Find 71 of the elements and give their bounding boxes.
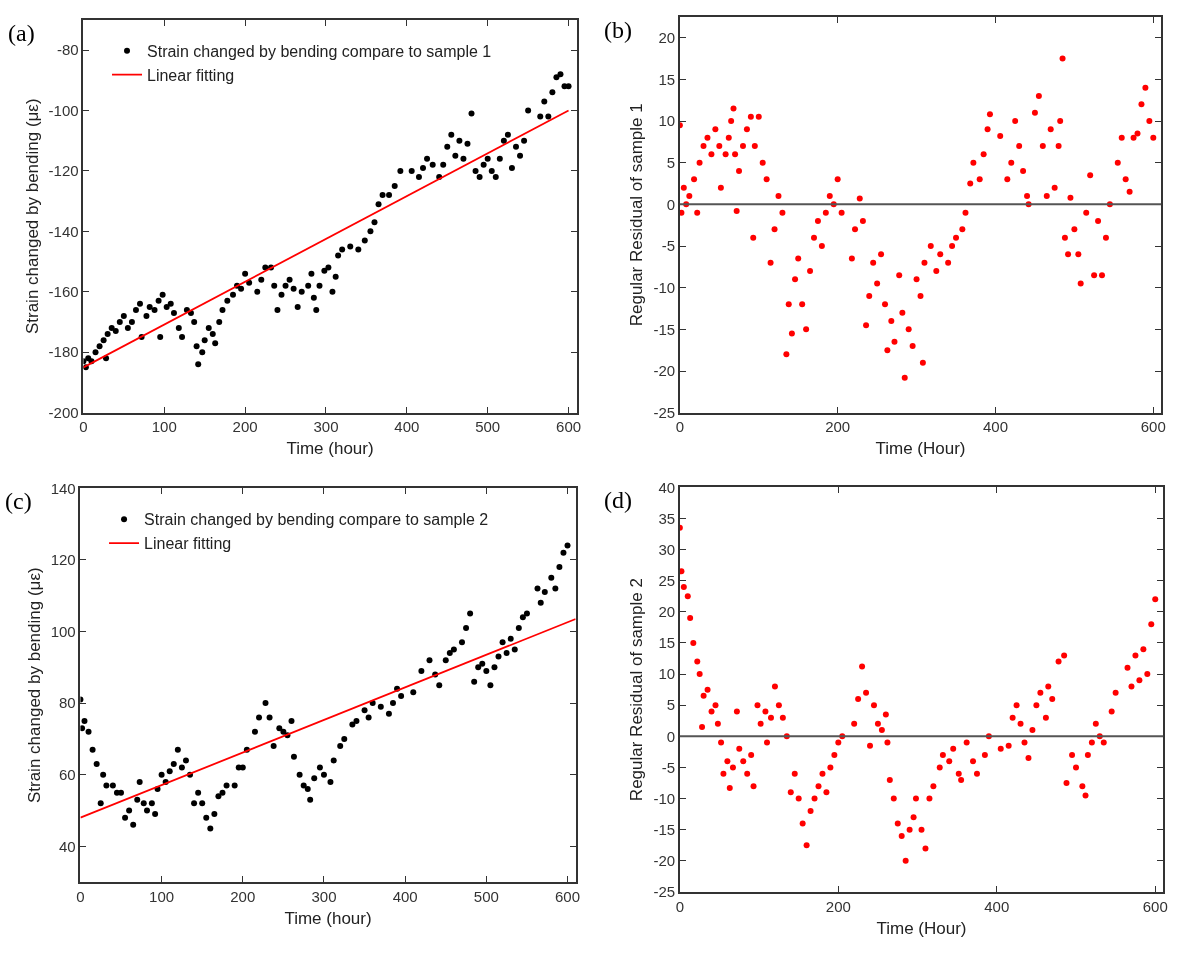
x-tick-label: 100 [151, 418, 177, 436]
y-tick-label: -20 [653, 852, 676, 870]
y-tick-label: 100 [50, 622, 76, 640]
x-tick-label: 600 [1140, 418, 1166, 436]
y-tick-label: 15 [658, 634, 676, 652]
y-tick-label: 80 [58, 694, 76, 712]
x-tick-label: 500 [473, 887, 499, 905]
y-tick-label: -160 [48, 283, 79, 301]
x-tick-label: 100 [149, 887, 175, 905]
y-tick-label: 35 [658, 509, 676, 527]
x-tick-label: 600 [555, 887, 581, 905]
y-tick-label: 10 [658, 665, 676, 683]
y-tick-label: -100 [48, 101, 79, 119]
y-tick-label: 20 [658, 28, 676, 46]
legend-label: Linear fitting [144, 535, 232, 553]
y-tick-label: -25 [653, 403, 676, 421]
x-axis-title: Time (hour) [286, 439, 374, 459]
y-tick-label: -10 [653, 789, 676, 807]
y-tick-label: 140 [50, 479, 76, 497]
y-tick-label: -120 [48, 162, 79, 180]
y-tick-label: 20 [658, 603, 676, 621]
y-tick-label: -5 [661, 237, 676, 255]
x-tick-label: 400 [392, 887, 418, 905]
x-tick-label: 200 [232, 418, 258, 436]
y-tick-label: -10 [653, 278, 676, 296]
y-tick-label: 0 [666, 195, 676, 213]
legend-label: Strain changed by bending compare to sample 1 [147, 42, 492, 60]
x-tick-label: 300 [313, 418, 339, 436]
y-tick-label: -15 [653, 320, 676, 338]
x-tick-label: 300 [311, 887, 337, 905]
y-tick-label: -140 [48, 222, 79, 240]
legend-label: Linear fitting [147, 66, 235, 84]
y-tick-label: 25 [658, 571, 676, 589]
text: (a) [8, 20, 35, 46]
text: (b) [604, 17, 632, 43]
text: (d) [604, 487, 632, 513]
x-tick-label: 200 [825, 418, 851, 436]
x-tick-label: 600 [556, 418, 582, 436]
x-tick-label: 500 [475, 418, 501, 436]
x-axis-title: Time (Hour) [876, 918, 967, 938]
y-tick-label: -20 [653, 362, 676, 380]
x-tick-label: 200 [825, 897, 851, 915]
x-axis-title: Time (Hour) [875, 439, 966, 459]
y-tick-label: 60 [58, 765, 76, 783]
y-axis-title: Regular Residual of sample 2 [627, 578, 647, 802]
x-tick-label: 400 [984, 897, 1010, 915]
x-tick-label: 600 [1142, 897, 1168, 915]
legend-label: Strain changed by bending compare to sample 2 [144, 511, 489, 529]
y-tick-label: -25 [653, 883, 676, 901]
y-tick-label: -200 [48, 403, 79, 421]
y-axis-title: Strain changed by bending (με) [22, 98, 42, 335]
y-tick-label: 40 [58, 837, 76, 855]
y-tick-label: -80 [56, 41, 79, 59]
y-tick-label: -15 [653, 820, 676, 838]
x-tick-label: 400 [982, 418, 1008, 436]
x-tick-label: 400 [394, 418, 420, 436]
y-axis-title: Regular Residual of sample 1 [627, 103, 647, 327]
y-tick-label: 10 [658, 112, 676, 130]
y-tick-label: -5 [661, 758, 676, 776]
y-tick-label: 120 [50, 551, 76, 569]
text: (c) [5, 488, 32, 514]
y-tick-label: 15 [658, 70, 676, 88]
y-tick-label: 40 [658, 478, 676, 496]
y-tick-label: 5 [666, 696, 676, 714]
x-tick-label: 200 [230, 887, 256, 905]
y-tick-label: 0 [666, 727, 676, 745]
y-tick-label: 30 [658, 540, 676, 558]
y-tick-label: -180 [48, 343, 79, 361]
y-axis-title: Strain changed by bending (με) [24, 567, 44, 804]
x-axis-title: Time (hour) [284, 908, 372, 928]
y-tick-label: 5 [666, 153, 676, 171]
